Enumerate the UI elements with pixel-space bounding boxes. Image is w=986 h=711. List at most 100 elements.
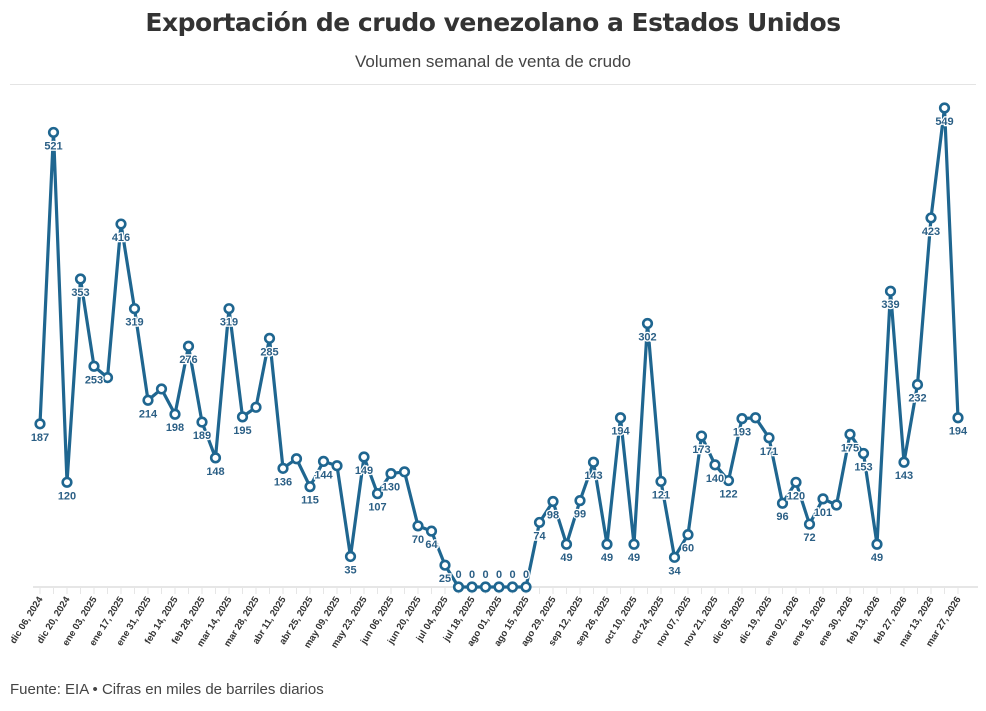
data-point: [898, 456, 910, 468]
data-label: 198: [166, 422, 184, 434]
data-label: 143: [895, 470, 913, 482]
data-label: 49: [560, 552, 572, 564]
data-label: 122: [719, 489, 737, 501]
data-point: [722, 474, 735, 487]
data-point: [169, 408, 181, 420]
data-label: 144: [314, 469, 333, 481]
data-point: [209, 452, 222, 464]
data-point: [155, 383, 168, 395]
data-label: 25: [439, 573, 451, 585]
data-label: 189: [193, 430, 211, 442]
data-point: [601, 538, 613, 550]
data-label: 49: [601, 552, 613, 564]
data-label: 149: [355, 465, 373, 477]
data-label: 195: [233, 425, 251, 437]
data-label: 34: [668, 565, 681, 577]
data-label: 143: [584, 470, 602, 482]
data-point: [655, 475, 667, 488]
data-label: 171: [760, 446, 778, 458]
data-label: 175: [841, 442, 859, 454]
data-label: 60: [682, 543, 694, 555]
data-label: 0: [469, 569, 475, 581]
data-label: 130: [382, 482, 400, 494]
data-label: 120: [787, 490, 805, 502]
data-label: 0: [509, 569, 515, 581]
data-point: [736, 413, 748, 425]
data-point: [520, 581, 532, 593]
data-point: [236, 411, 249, 423]
data-point: [439, 559, 451, 571]
data-label: 72: [803, 532, 815, 544]
data-label: 101: [814, 507, 832, 519]
data-label: 302: [638, 332, 656, 344]
data-point: [817, 493, 829, 505]
data-point: [493, 581, 505, 593]
data-label: 96: [776, 511, 788, 523]
data-point: [803, 518, 816, 530]
data-point: [88, 360, 100, 372]
data-point: [763, 432, 775, 444]
data-label: 74: [533, 530, 546, 542]
data-label: 214: [139, 408, 158, 420]
data-point: [371, 488, 384, 500]
data-point: [398, 466, 411, 478]
data-point: [668, 551, 681, 563]
data-point: [277, 462, 289, 474]
data-point: [790, 476, 802, 488]
data-label: 339: [881, 299, 899, 311]
data-point: [452, 581, 465, 593]
data-point: [925, 212, 937, 224]
data-point: [479, 581, 492, 593]
data-label: 194: [949, 426, 968, 438]
data-label: 276: [179, 354, 197, 366]
data-point: [884, 285, 897, 297]
data-point: [128, 303, 141, 315]
data-point: [749, 412, 762, 424]
data-label: 136: [274, 476, 292, 488]
data-point: [938, 102, 951, 114]
data-point: [574, 495, 586, 507]
data-point: [641, 317, 654, 330]
data-point: [385, 467, 397, 480]
data-point: [196, 416, 208, 428]
data-label: 521: [44, 140, 62, 152]
data-point: [223, 303, 235, 315]
data-label: 49: [871, 552, 883, 564]
chart-title: Exportación de crudo venezolano a Estado…: [145, 8, 841, 37]
data-label: 0: [455, 569, 461, 581]
data-point: [628, 538, 640, 550]
data-label: 0: [496, 569, 502, 581]
data-point: [101, 372, 114, 384]
data-point: [344, 550, 357, 563]
data-point: [290, 453, 303, 465]
data-label: 115: [301, 495, 319, 507]
data-point: [115, 218, 127, 230]
data-point: [695, 430, 708, 442]
data-point: [263, 332, 276, 344]
data-label: 193: [733, 427, 751, 439]
data-point: [952, 412, 964, 424]
data-label: 353: [71, 287, 89, 299]
data-label: 121: [652, 489, 670, 501]
data-label: 153: [854, 462, 872, 474]
data-point: [506, 581, 519, 593]
data-label: 140: [706, 473, 724, 485]
data-label: 173: [692, 444, 710, 456]
header-divider: [10, 84, 976, 85]
data-label: 0: [482, 569, 488, 581]
data-point: [47, 126, 60, 139]
data-point: [61, 476, 73, 488]
data-label: 187: [31, 432, 49, 444]
data-label: 549: [935, 116, 953, 128]
data-point: [871, 538, 883, 550]
data-point: [331, 460, 343, 472]
data-point: [412, 520, 424, 532]
data-point: [250, 401, 262, 413]
data-point: [358, 451, 370, 463]
data-label: 99: [574, 509, 586, 521]
data-label: 98: [547, 509, 559, 521]
data-point: [911, 378, 924, 391]
data-point: [182, 340, 195, 352]
data-point: [34, 418, 46, 430]
data-point: [844, 428, 856, 440]
